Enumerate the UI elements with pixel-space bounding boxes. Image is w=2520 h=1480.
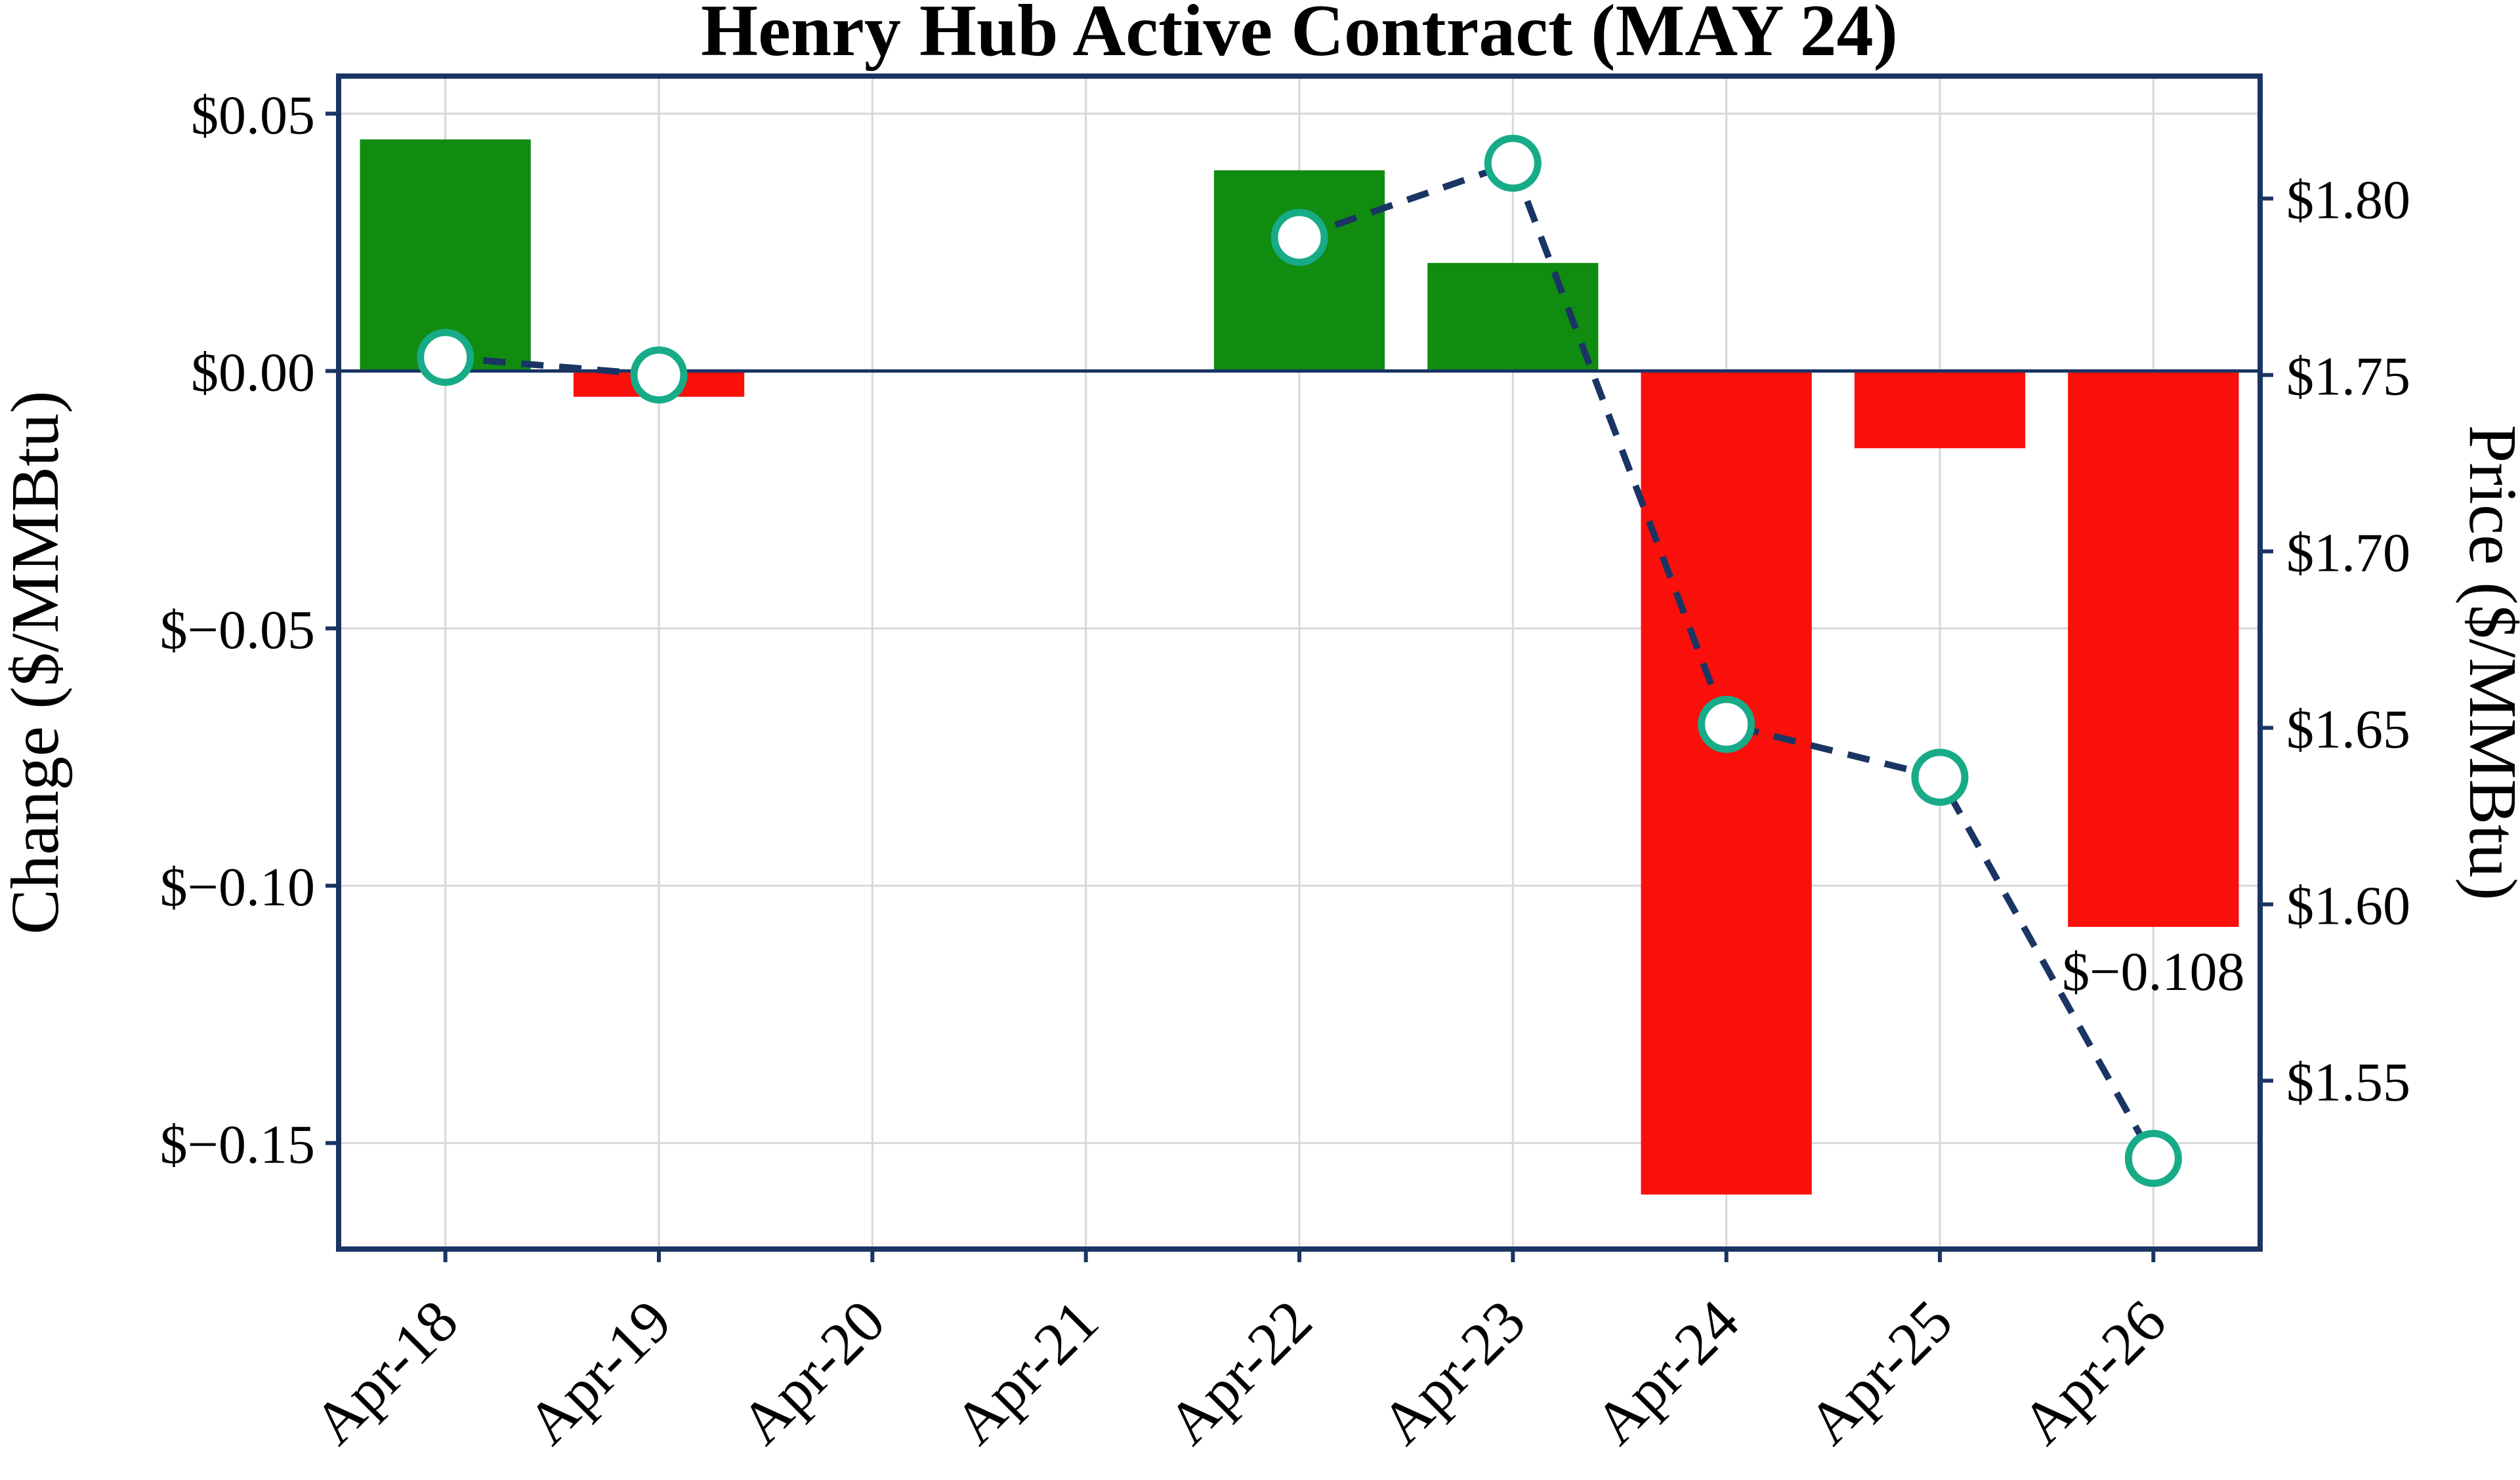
x-tick-label: Apr-19 [514,1287,684,1457]
right-tick-label: $1.55 [2286,1052,2410,1113]
price-marker-Apr-22 [1270,209,1328,266]
bar-Apr-25 [1854,371,2026,449]
price-marker-Apr-25 [1911,749,1969,806]
left-tick-label: $−0.15 [160,1114,315,1175]
left-tick-label: $−0.05 [160,600,315,661]
bar-Apr-26 [2068,371,2239,927]
left-tick-label: $0.00 [191,342,315,403]
x-tick-label: Apr-20 [728,1287,898,1457]
price-line [445,159,2156,1161]
right-tick-label: $1.75 [2286,346,2410,407]
change-bars [360,139,2239,1195]
x-tick-label: Apr-23 [1368,1287,1538,1457]
price-markers [417,134,2182,1187]
left-tick-label: $−0.10 [160,857,315,918]
price-marker-Apr-18 [417,329,474,386]
x-tick-label: Apr-22 [1154,1287,1324,1457]
chart-title: Henry Hub Active Contract (MAY 24) [701,0,1898,72]
left-axis-label: Change ($/MMBtu) [0,390,73,934]
bar-Apr-22 [1213,170,1385,371]
price-marker-Apr-24 [1698,695,1755,753]
price-marker-Apr-19 [630,346,688,404]
right-tick-label: $1.65 [2286,699,2410,760]
x-tick-label: Apr-26 [2009,1287,2179,1457]
bar-value-annotation: $−0.108 [2062,941,2244,1002]
bar-Apr-24 [1641,371,1812,1195]
right-tick-label: $1.80 [2286,170,2410,231]
right-tick-label: $1.60 [2286,875,2410,936]
x-tick-label: Apr-18 [301,1287,471,1457]
x-tick-label: Apr-24 [1582,1287,1752,1457]
plot-area: $0.05 $0.00 $−0.05 $−0.10 $−0.15 $1.80 $1.75 $1… [160,73,2410,1457]
price-marker-Apr-26 [2124,1130,2182,1187]
left-tick-label: $0.05 [191,85,315,146]
x-tick-label: Apr-25 [1795,1287,1965,1457]
right-tick-label: $1.70 [2286,523,2410,584]
x-tick-label: Apr-21 [941,1287,1111,1457]
price-line-segment [1298,159,2156,1161]
price-marker-Apr-23 [1484,134,1542,192]
right-axis-label: Price ($/MMBtu) [2455,424,2520,900]
